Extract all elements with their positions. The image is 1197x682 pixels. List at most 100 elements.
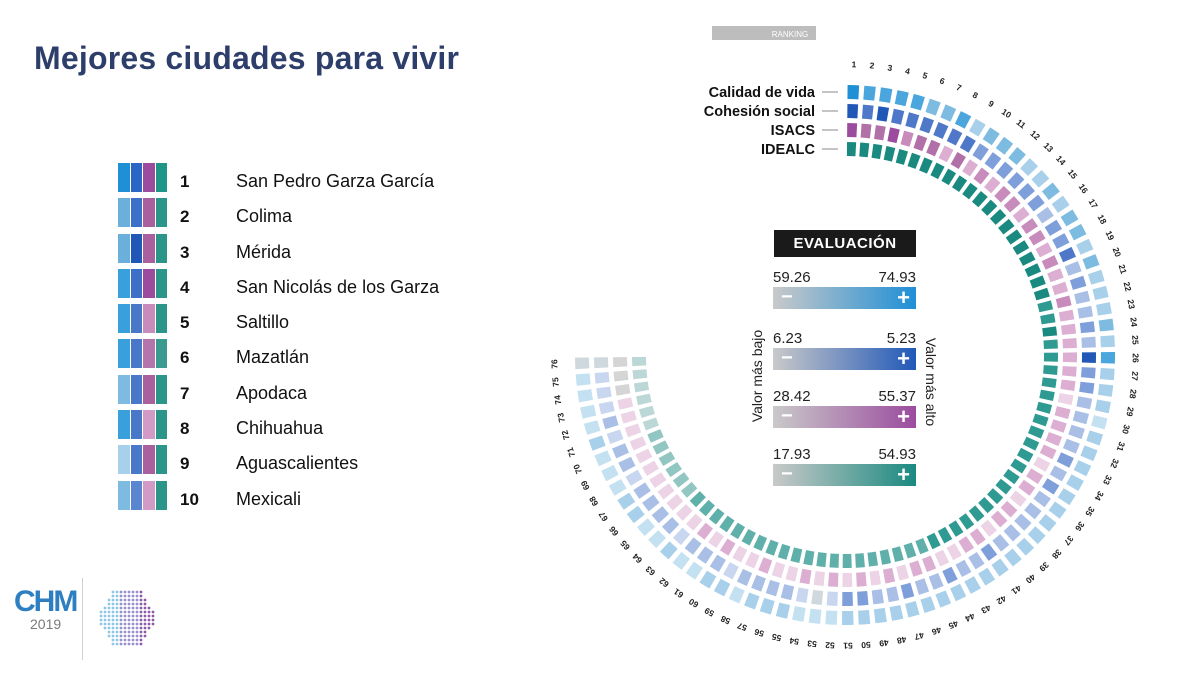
ring-cell-calidad-de-vida <box>982 127 1000 146</box>
hexagon-logo-dot <box>115 618 119 622</box>
hexagon-logo-dot <box>131 638 135 642</box>
hexagon-logo-dot <box>139 626 143 630</box>
ring-cell-isacs <box>666 494 684 511</box>
ring-cell-cohesi-n-social <box>723 562 739 580</box>
ring-cell-cohesi-n-social <box>633 482 651 499</box>
ring-cell-cohesi-n-social <box>661 517 680 535</box>
ring-cell-cohesi-n-social <box>1056 452 1074 468</box>
ring-cell-cohesi-n-social <box>598 401 615 415</box>
ring-cell-isacs <box>617 397 634 410</box>
legend-gradient-bar: − + <box>773 404 916 429</box>
rank-label: 70 <box>571 462 584 475</box>
hexagon-logo-dot <box>119 598 123 602</box>
city-row: 8 Chihuahua <box>118 407 498 442</box>
ring-cell-isacs <box>896 564 910 581</box>
rank-label: 51 <box>843 641 853 651</box>
city-row: 5 Saltillo <box>118 301 498 336</box>
ring-cell-calidad-de-vida <box>713 578 731 597</box>
ring-cell-idealc <box>636 393 652 406</box>
city-swatches <box>118 233 168 263</box>
ring-cell-idealc <box>1029 275 1046 289</box>
hexagon-logo-dot <box>131 630 135 634</box>
ring-cell-isacs <box>813 571 825 587</box>
ring-cell-calidad-de-vida <box>1060 209 1079 227</box>
hexagon-logo-dot <box>123 634 127 638</box>
ring-cell-cohesi-n-social <box>642 494 660 512</box>
city-swatch <box>143 268 155 298</box>
hexagon-logo-dot <box>139 610 143 614</box>
ring-cell-cohesi-n-social <box>1044 219 1063 236</box>
rank-label: 49 <box>878 638 889 649</box>
ring-cell-calidad-de-vida <box>1092 285 1109 301</box>
plus-icon: + <box>897 285 910 310</box>
ring-cell-idealc <box>765 539 779 556</box>
city-swatches <box>118 480 168 510</box>
ring-cell-cohesi-n-social <box>996 161 1014 180</box>
city-swatch <box>143 198 155 228</box>
city-swatch <box>143 445 155 475</box>
ring-cell-isacs <box>1035 242 1053 258</box>
hexagon-logo-dot <box>123 602 127 606</box>
city-name: Chihuahua <box>236 418 324 439</box>
ring-cell-calidad-de-vida <box>575 357 590 370</box>
legend-values: 59.26 74.93 <box>773 269 916 287</box>
hexagon-logo-dot <box>131 594 135 598</box>
hexagon-logo-dot <box>151 614 155 618</box>
hexagon-logo-dot <box>115 606 119 610</box>
ring-cell-isacs <box>909 560 923 577</box>
rank-label: 7 <box>955 82 964 93</box>
ring-cell-calidad-de-vida <box>792 606 806 622</box>
ring-cell-isacs <box>649 472 667 488</box>
ring-cell-cohesi-n-social <box>847 104 859 119</box>
hexagon-logo-dot <box>151 618 155 622</box>
city-row: 6 Mazatlán <box>118 336 498 371</box>
ring-cell-idealc <box>708 508 725 525</box>
city-swatch <box>118 233 130 263</box>
city-swatch <box>118 163 130 192</box>
ring-cell-isacs <box>958 536 975 554</box>
hexagon-logo-dot <box>111 610 115 614</box>
hexagon-logo-dot <box>119 630 123 634</box>
ring-cell-calidad-de-vida <box>1027 526 1046 545</box>
ring-cell-isacs <box>1041 255 1059 270</box>
ring-cell-isacs <box>969 528 986 546</box>
rank-label: 2 <box>869 60 875 70</box>
ring-cell-cohesi-n-social <box>1077 305 1094 319</box>
city-swatch <box>118 410 130 440</box>
hexagon-logo-dot <box>111 594 115 598</box>
hexagon-logo-dot <box>119 610 123 614</box>
ring-cell-isacs <box>1058 309 1075 322</box>
hexagon-logo-dot <box>107 610 111 614</box>
ring-cell-isacs <box>696 522 714 540</box>
ring-cell-cohesi-n-social <box>736 568 753 586</box>
ring-cell-calidad-de-vida <box>954 111 972 129</box>
ring-cell-calidad-de-vida <box>1100 335 1115 348</box>
ring-cell-idealc <box>1043 352 1058 362</box>
city-swatch <box>118 198 130 228</box>
ring-cell-calidad-de-vida <box>1066 474 1084 491</box>
ring-cell-idealc <box>919 157 933 174</box>
ring-cell-idealc <box>1018 251 1036 266</box>
legend-max-value: 74.93 <box>878 269 916 286</box>
ring-cell-idealc <box>1040 313 1056 325</box>
legend-min-value: 59.26 <box>773 269 811 286</box>
ring-cell-calidad-de-vida <box>935 590 952 608</box>
city-rank: 10 <box>180 489 199 509</box>
hexagon-logo-dot <box>127 642 131 646</box>
hexagon-logo-dot <box>107 630 111 634</box>
hexagon-logo-dot <box>119 614 123 618</box>
rank-label: 44 <box>963 611 976 624</box>
hexagon-logo-dot <box>127 626 131 630</box>
hexagon-logo-dot <box>139 606 143 610</box>
rank-label: 65 <box>618 538 632 552</box>
city-swatch <box>130 480 142 510</box>
ring-cell-calidad-de-vida <box>925 98 941 116</box>
ring-cell-calidad-de-vida <box>1080 445 1098 462</box>
legend-max-value: 54.93 <box>878 446 916 463</box>
hexagon-logo-dot <box>139 634 143 638</box>
ring-cell-isacs <box>1018 479 1036 496</box>
hexagon-logo-dot <box>119 594 123 598</box>
city-swatch <box>118 480 130 510</box>
ring-cell-calidad-de-vida <box>910 93 925 111</box>
ranking-tag <box>712 26 816 40</box>
